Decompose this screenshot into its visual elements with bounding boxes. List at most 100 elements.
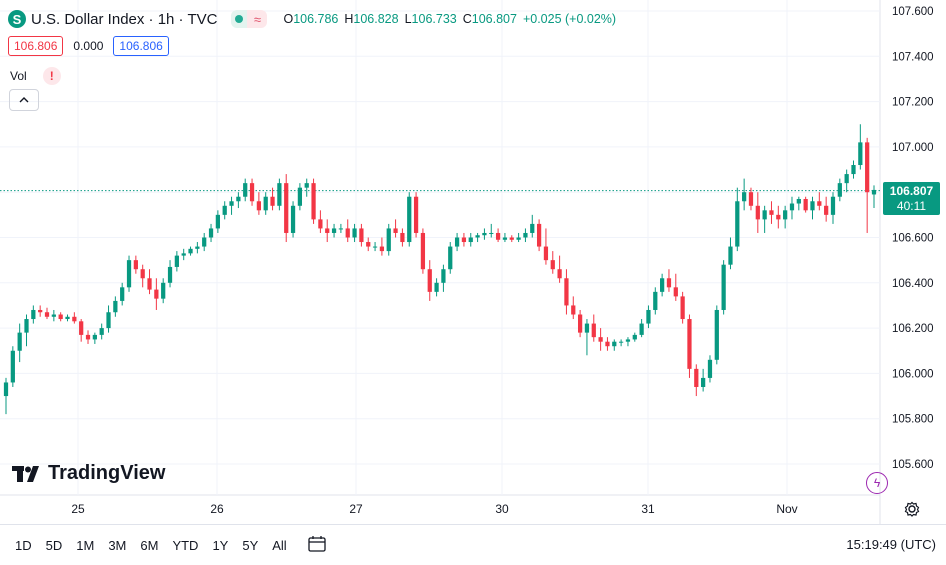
candle-body xyxy=(106,312,111,329)
go-to-date-button[interactable] xyxy=(307,535,327,556)
ohlc-value: 106.786 xyxy=(293,12,339,26)
ohlc-item: H106.828 xyxy=(344,12,404,26)
candle-body xyxy=(591,323,596,338)
candle-body xyxy=(133,260,138,270)
buy-price-button[interactable]: 106.806 xyxy=(113,36,169,56)
candle-body xyxy=(803,198,808,211)
candle-body xyxy=(577,314,583,333)
y-tick-label: 106.400 xyxy=(892,278,934,290)
candle-body xyxy=(352,228,357,238)
candle-body xyxy=(639,323,644,335)
candle-body xyxy=(427,269,432,292)
x-tick-label: 26 xyxy=(210,502,224,516)
candle-body xyxy=(707,359,713,378)
candle-body xyxy=(482,232,487,236)
candle-body xyxy=(38,309,43,313)
timeframe-3m[interactable]: 3M xyxy=(108,537,127,553)
candle-body xyxy=(249,183,255,202)
candle-body xyxy=(721,264,726,310)
y-tick-label: 107.400 xyxy=(892,51,934,63)
candle-body xyxy=(789,203,795,211)
candle-body xyxy=(454,237,460,247)
candle-body xyxy=(557,269,562,279)
warning-icon[interactable]: ! xyxy=(42,67,61,85)
timeframe-6m[interactable]: 6M xyxy=(140,537,159,553)
candle-body xyxy=(311,183,316,220)
candle-body xyxy=(851,165,856,175)
candle-body xyxy=(304,183,309,188)
candle-body xyxy=(236,196,241,202)
flash-icon[interactable]: ϟ xyxy=(866,472,888,494)
volume-label[interactable]: Vol xyxy=(10,69,27,83)
ohlc-value: +0.025 (+0.02%) xyxy=(522,12,617,26)
candle-body xyxy=(625,339,631,342)
candle-body xyxy=(858,142,863,166)
candle-body xyxy=(632,334,637,340)
candle-body xyxy=(72,316,77,322)
candle-body xyxy=(844,174,849,184)
candle-body xyxy=(10,350,15,383)
candle-body xyxy=(270,196,275,206)
candle-body xyxy=(277,183,282,206)
candle-body xyxy=(154,289,159,299)
candle-body xyxy=(495,232,501,240)
symbol-title[interactable]: U.S. Dollar Index · 1h · TVC xyxy=(31,10,218,28)
ohlc-item: L106.733 xyxy=(405,12,463,26)
candle-body xyxy=(140,269,145,279)
candle-body xyxy=(830,196,836,215)
timeframe-all[interactable]: All xyxy=(272,537,287,553)
chevron-up-icon xyxy=(19,97,29,103)
sell-price-button[interactable]: 106.806 xyxy=(8,36,64,56)
candle-body xyxy=(263,196,268,211)
candle-body xyxy=(215,214,220,229)
collapse-legend-button[interactable] xyxy=(9,89,39,111)
candle-body xyxy=(120,287,125,301)
candle-body xyxy=(530,223,535,233)
candle-body xyxy=(126,260,132,288)
ohlc-item: C106.807 xyxy=(463,12,523,26)
timeframe-1y[interactable]: 1Y xyxy=(212,537,229,553)
candle-body xyxy=(366,242,371,247)
tradingview-logo-icon xyxy=(12,465,42,482)
market-open-icon xyxy=(231,10,248,28)
candle-body xyxy=(666,278,672,288)
last-price-value: 106.807 xyxy=(889,184,934,198)
candle-body xyxy=(680,296,685,320)
tradingview-logo[interactable]: TradingView xyxy=(12,462,165,485)
chart-settings-button[interactable] xyxy=(903,500,921,523)
candle-body xyxy=(714,309,719,360)
bid-ask-row: 106.806 0.000 106.806 xyxy=(8,36,169,56)
timeframe-5y[interactable]: 5Y xyxy=(242,537,259,553)
timeframe-ytd[interactable]: YTD xyxy=(172,537,199,553)
candle-body xyxy=(79,321,84,335)
candle-body xyxy=(468,237,473,243)
candle-body xyxy=(318,219,323,229)
timeframe-1d[interactable]: 1D xyxy=(15,537,32,553)
candle-body xyxy=(748,192,754,206)
candle-body xyxy=(837,183,842,197)
logo-text: TradingView xyxy=(48,462,166,484)
candle-body xyxy=(550,260,555,270)
y-tick-label: 107.200 xyxy=(892,97,934,109)
candle-body xyxy=(325,228,330,233)
volume-legend: Vol ! xyxy=(10,67,61,85)
candle-body xyxy=(694,368,699,387)
timeframe-1m[interactable]: 1M xyxy=(76,537,95,553)
candle-body xyxy=(167,266,173,283)
candle-body xyxy=(687,319,692,369)
y-tick-label: 106.000 xyxy=(892,368,934,380)
ohlc-key: O xyxy=(283,12,294,26)
x-tick-label: Nov xyxy=(776,502,797,516)
candle-body xyxy=(796,198,801,204)
candle-body xyxy=(728,246,733,265)
candle-body xyxy=(810,201,815,211)
ohlc-value: 106.733 xyxy=(411,12,457,26)
candle-body xyxy=(17,332,22,351)
y-tick-label: 106.200 xyxy=(892,323,934,335)
candle-body xyxy=(502,237,508,240)
timeframe-5d[interactable]: 5D xyxy=(45,537,63,553)
clock[interactable]: 15:19:49 (UTC) xyxy=(846,537,936,552)
candle-body xyxy=(345,228,350,238)
status-pill[interactable]: ≈ xyxy=(231,10,268,28)
